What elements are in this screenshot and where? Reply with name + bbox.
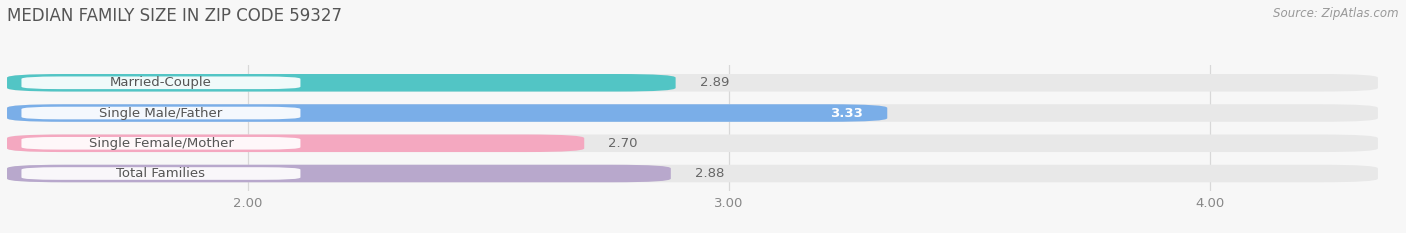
FancyBboxPatch shape	[7, 104, 1378, 122]
Text: 2.70: 2.70	[609, 137, 638, 150]
FancyBboxPatch shape	[7, 165, 1378, 182]
Text: MEDIAN FAMILY SIZE IN ZIP CODE 59327: MEDIAN FAMILY SIZE IN ZIP CODE 59327	[7, 7, 342, 25]
FancyBboxPatch shape	[7, 74, 676, 92]
FancyBboxPatch shape	[21, 167, 301, 180]
Text: Total Families: Total Families	[117, 167, 205, 180]
FancyBboxPatch shape	[7, 165, 671, 182]
FancyBboxPatch shape	[7, 104, 887, 122]
Text: Single Male/Father: Single Male/Father	[100, 106, 222, 120]
FancyBboxPatch shape	[7, 134, 1378, 152]
FancyBboxPatch shape	[21, 137, 301, 150]
FancyBboxPatch shape	[7, 134, 585, 152]
Text: Single Female/Mother: Single Female/Mother	[89, 137, 233, 150]
FancyBboxPatch shape	[21, 76, 301, 89]
Text: 2.88: 2.88	[695, 167, 724, 180]
Text: 2.89: 2.89	[700, 76, 730, 89]
Text: Married-Couple: Married-Couple	[110, 76, 212, 89]
Text: Source: ZipAtlas.com: Source: ZipAtlas.com	[1274, 7, 1399, 20]
Text: 3.33: 3.33	[831, 106, 863, 120]
FancyBboxPatch shape	[21, 107, 301, 119]
FancyBboxPatch shape	[7, 74, 1378, 92]
